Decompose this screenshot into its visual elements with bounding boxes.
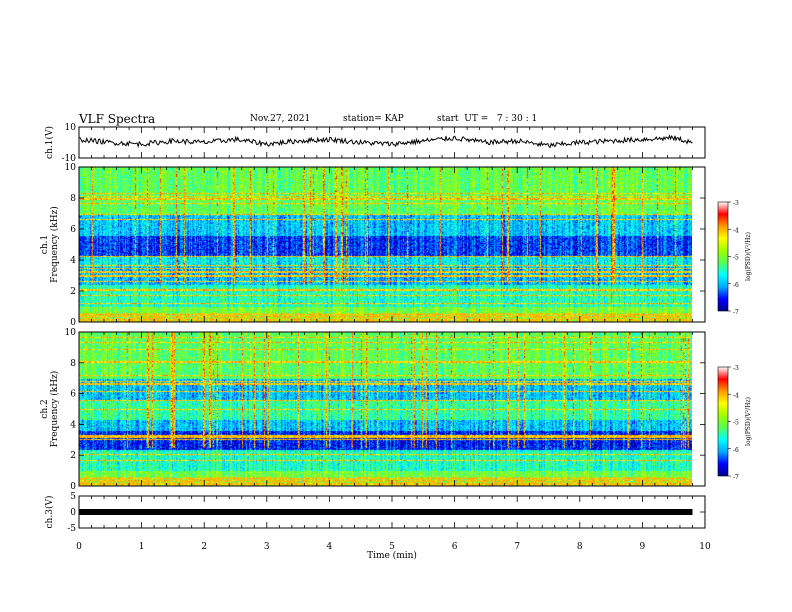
ch1-spectrogram-ytick-label: 4 [70, 256, 76, 266]
ch2-spectrogram-ytick-label: 10 [65, 328, 77, 338]
colorbar-tick-label: -5 [733, 255, 739, 262]
ch2-spectrogram-ytick-label: 0 [70, 482, 76, 492]
ch1-waveform-trace [78, 134, 693, 149]
xaxis-tick-label: 9 [640, 542, 646, 552]
ch3-signal-bar [79, 509, 693, 515]
ch3-signal-ytick-label: 5 [70, 492, 76, 502]
ch2-spectrogram-ytick-label: 4 [70, 420, 76, 430]
ch1-spectrogram-ylabel: ch.1 [40, 235, 50, 254]
colorbar-tick-label: -5 [733, 420, 739, 427]
ch2-spectrogram-ytick-label: 8 [70, 359, 76, 369]
ch3-signal-ylabel: ch.3(V) [44, 496, 55, 529]
xaxis-tick-label: 5 [389, 542, 395, 552]
ch1-spectrogram-ytick-label: 6 [70, 225, 76, 235]
xaxis-tick-label: 1 [139, 542, 145, 552]
ch2-spectrogram-ylabel: Frequency (kHz) [49, 371, 60, 448]
xaxis-label: Time (min) [367, 550, 417, 561]
xaxis-tick-label: 7 [514, 542, 520, 552]
ch1-spectrogram-ytick-label: 2 [70, 287, 76, 297]
colorbar-tick-label: -4 [733, 227, 739, 234]
ch1-spectrogram-ytick-label: 8 [70, 194, 76, 204]
colorbar-tick-label: -6 [733, 447, 739, 454]
ch1-spectrogram-colorbar [717, 201, 729, 312]
station-label: station= KAP [343, 114, 404, 124]
ch2-spectrogram-colorbar [717, 366, 729, 477]
ch2-spectrogram-ytick-label: 2 [70, 451, 76, 461]
ch1-spectrogram-ytick-label: 10 [65, 163, 77, 173]
colorbar-tick-label: -3 [733, 200, 739, 207]
ch3-signal-ytick-label: 0 [70, 508, 76, 518]
ch1-spectrogram-ytick-label: 0 [70, 318, 76, 328]
xaxis-tick-label: 10 [699, 542, 711, 552]
start-time-label: start UT = 7 : 30 : 1 [437, 114, 538, 124]
xaxis-tick-label: 8 [577, 542, 583, 552]
colorbar-tick-label: -3 [733, 365, 739, 372]
xaxis-tick-label: 0 [76, 542, 82, 552]
colorbar-tick-label: -7 [733, 309, 739, 316]
colorbar-label: log(PSD)(V²/Hz) [745, 232, 752, 281]
ch1-waveform-ytick-label: -10 [62, 154, 77, 164]
ch1-spectrogram-ylabel: Frequency (kHz) [49, 206, 60, 283]
ch1-waveform-ytick-label: 10 [65, 123, 77, 133]
date-label: Nov.27, 2021 [250, 114, 311, 124]
ch3-signal-ytick-label: -5 [67, 524, 76, 534]
colorbar-tick-label: -4 [733, 392, 739, 399]
ch1-waveform-ylabel: ch.1(V) [44, 126, 55, 159]
ch2-spectrogram-ytick-label: 6 [70, 390, 76, 400]
xaxis-tick-label: 3 [264, 542, 270, 552]
xaxis-tick-label: 2 [201, 542, 207, 552]
chart-title: VLF Spectra [79, 112, 156, 126]
colorbar-label: log(PSD)(V²/Hz) [745, 397, 752, 446]
xaxis-tick-label: 6 [452, 542, 458, 552]
ch1-spectrogram-image [79, 167, 692, 322]
colorbar-tick-label: -7 [733, 474, 739, 481]
colorbar-tick-label: -6 [733, 282, 739, 289]
ch2-spectrogram-image [79, 332, 692, 486]
ch2-spectrogram-ylabel: ch.2 [40, 399, 50, 418]
xaxis-tick-label: 4 [327, 542, 333, 552]
